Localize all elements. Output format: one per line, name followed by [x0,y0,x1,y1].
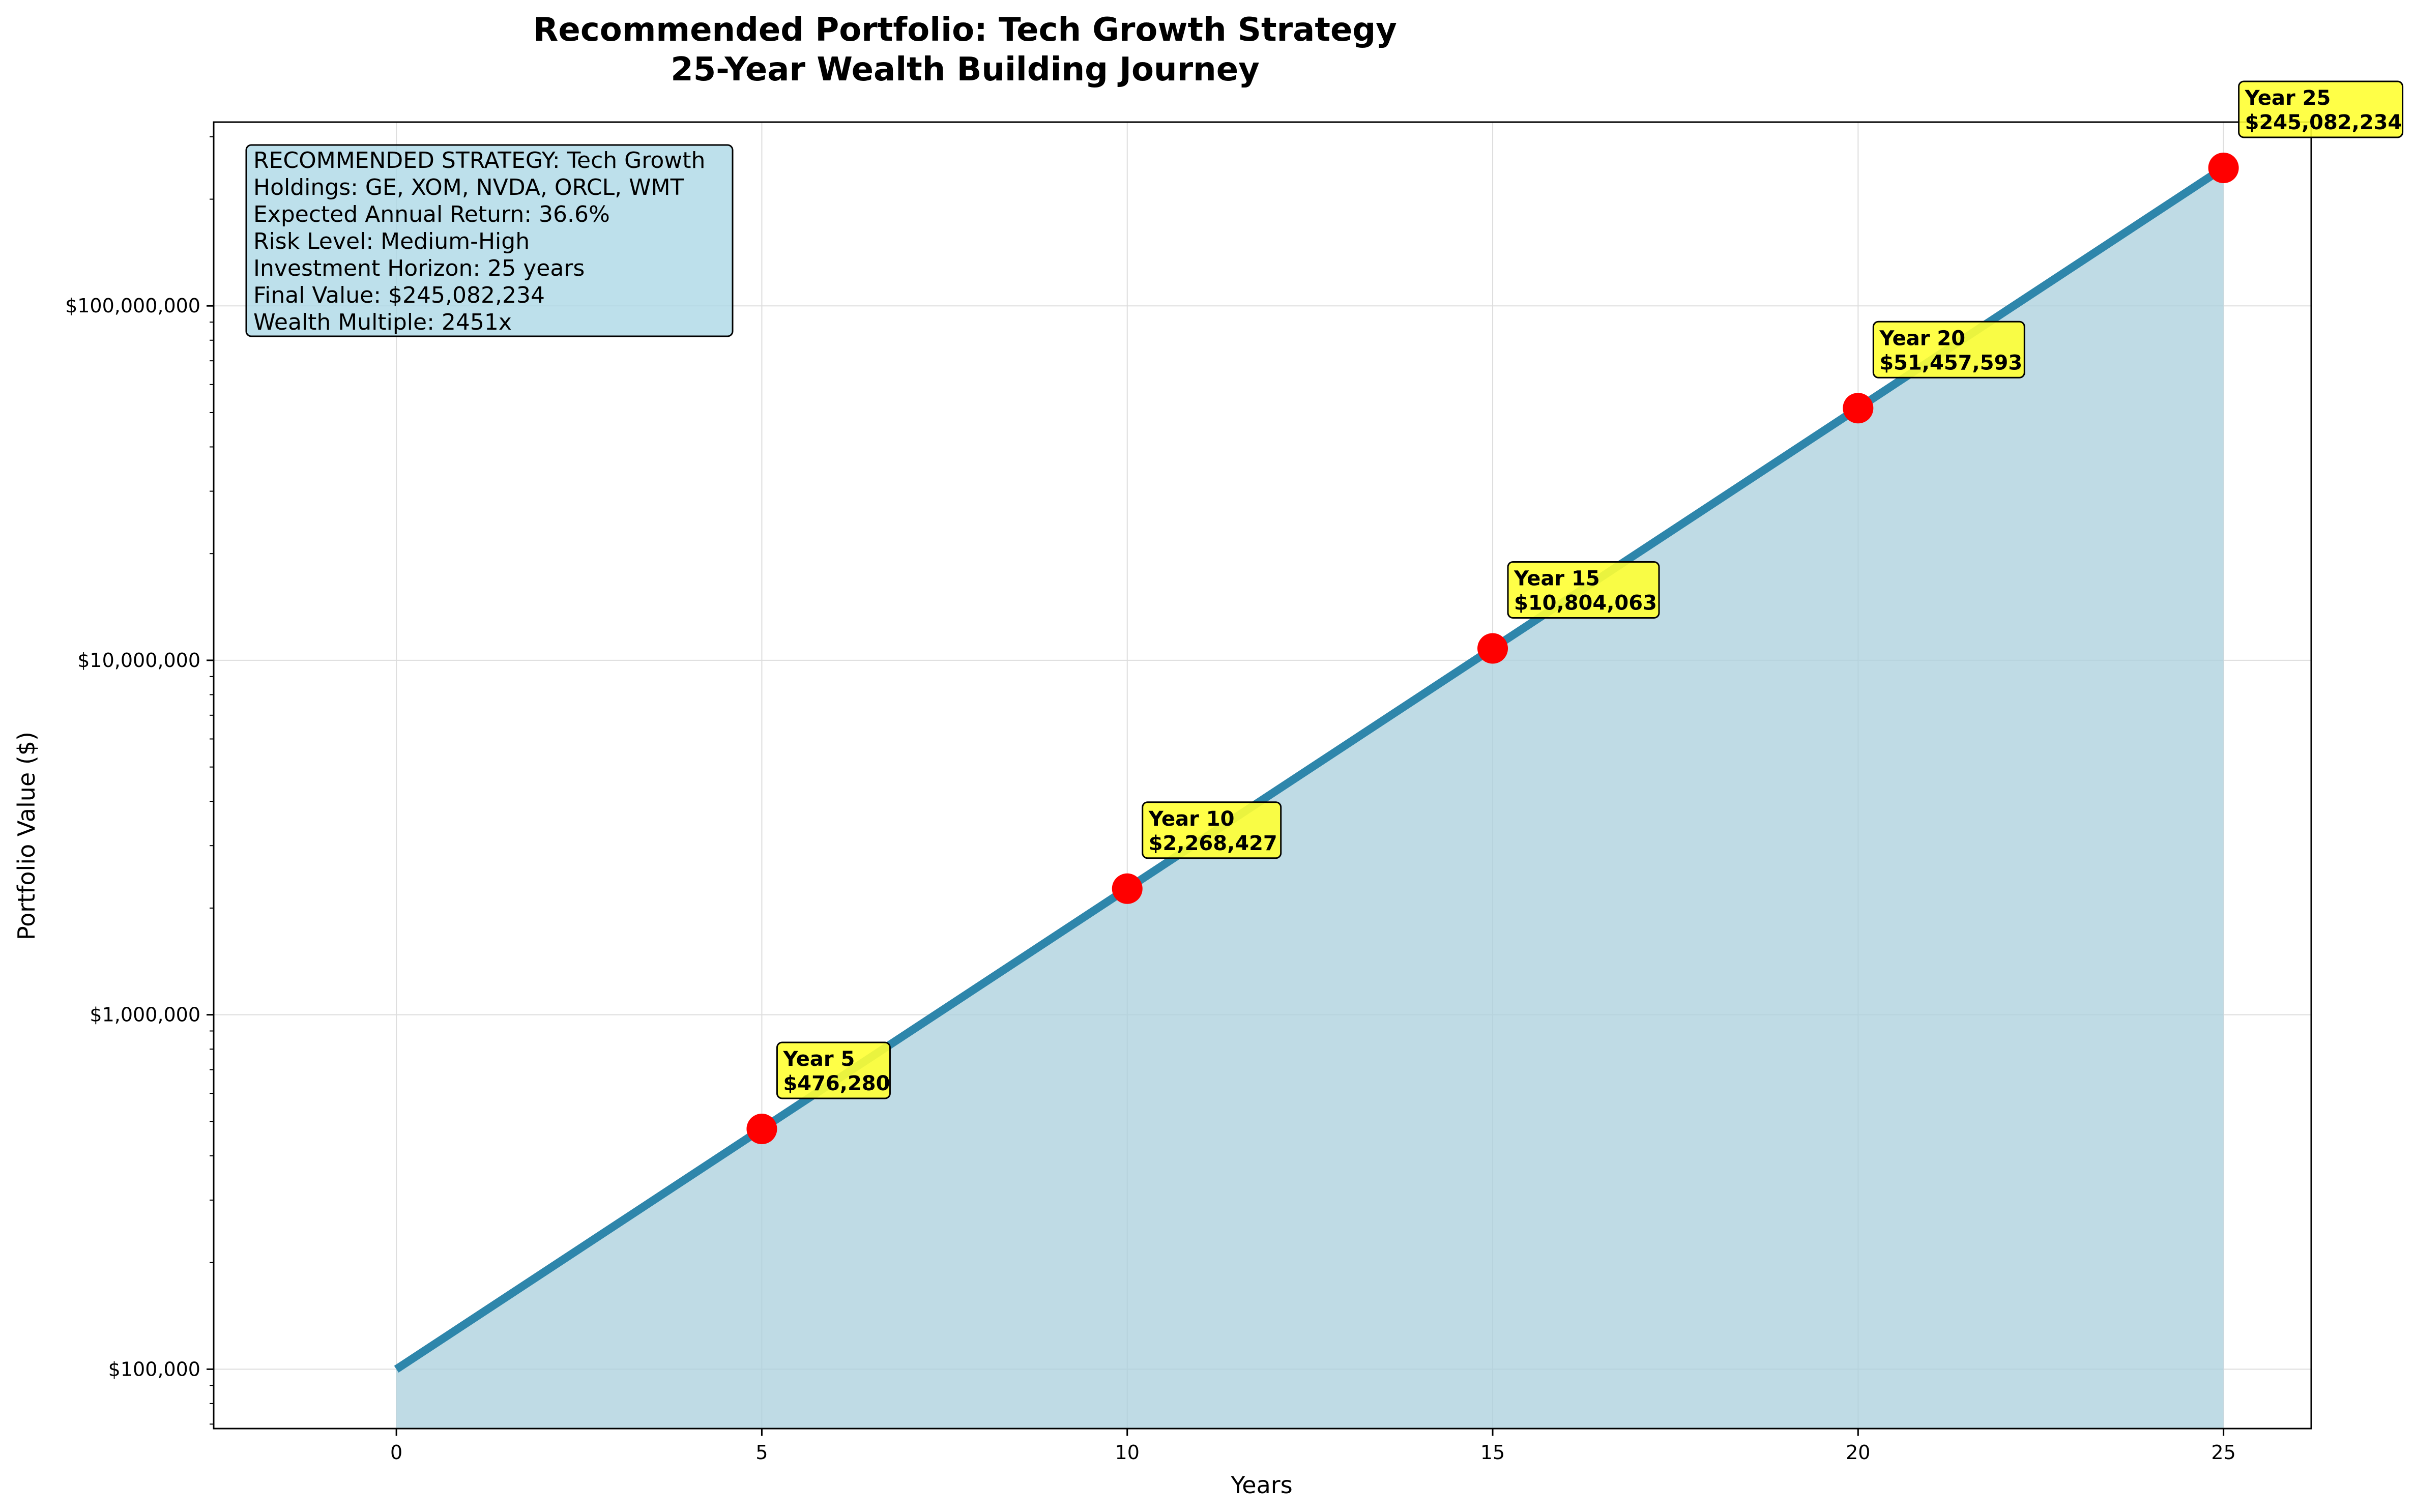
tick-labels: 0 5 10 15 20 25 $100,000 $1,000,000 $10,000,000 $… [65,295,2236,1464]
milestone-annotation-value: $245,082,234 [2245,111,2402,134]
axes [207,121,2312,1436]
y-tick-label: $1,000,000 [90,1004,200,1026]
milestone-annotation-box [1872,321,2025,379]
info-line: Holdings: GE, XOM, NVDA, ORCL, WMT [253,175,684,200]
milestone-marker [1477,633,1508,664]
chart-title: Recommended Portfolio: Tech Growth Strat… [533,11,1397,89]
area-fill [396,168,2224,1429]
strategy-info-box: RECOMMENDED STRATEGY: Tech Growth Holdin… [245,144,734,337]
milestone-annotation-box [1142,801,1282,859]
milestone-annotation-year: Year 5 [782,1048,855,1071]
milestone-annotation-year: Year 20 [1879,327,1965,350]
milestone-annotation-value: $2,268,427 [1149,832,1277,855]
y-axis-label: Portfolio Value ($) [13,732,40,940]
info-line: Investment Horizon: 25 years [253,255,585,281]
milestone-annotation-year: Year 25 [2245,86,2331,110]
milestone-annotation-value: $476,280 [783,1072,890,1095]
milestone-marker [1843,393,1874,424]
x-tick-label: 25 [2211,1441,2235,1464]
milestone-annotation-value: $51,457,593 [1879,351,2022,374]
area-fill-layer [396,168,2224,1429]
x-tick-label: 5 [755,1441,768,1464]
info-line: Risk Level: Medium-High [253,228,530,254]
milestone-marker [2208,153,2239,184]
chart-title-line-1: Recommended Portfolio: Tech Growth Strat… [533,11,1397,49]
milestone-marker [746,1114,777,1145]
milestone-annotation-box [2238,80,2404,138]
y-tick-label: $100,000 [108,1358,200,1380]
info-line: Expected Annual Return: 36.6% [253,201,610,227]
x-tick-label: 15 [1480,1441,1505,1464]
chart-title-line-2: 25-Year Wealth Building Journey [671,51,1260,89]
x-axis-label: Years [1230,1471,1292,1499]
milestone-marker [1112,873,1143,904]
info-box-background [245,144,734,337]
milestone-annotation-year: Year 10 [1148,807,1235,831]
milestone-marker-layer [746,153,2239,1145]
milestone-annotation-value: $10,804,063 [1514,592,1657,615]
info-line: RECOMMENDED STRATEGY: Tech Growth [253,148,705,173]
plot-frame [213,121,2312,1430]
y-tick-label: $100,000,000 [65,295,200,317]
milestone-annotation-box [1507,561,1660,619]
milestone-annotations: Year 5$476,280 Year 10$2,268,427 Year 15$1… [776,80,2404,1099]
milestone-annotation-year: Year 15 [1514,567,1600,591]
x-tick-label: 20 [1846,1441,1870,1464]
x-tick-label: 0 [390,1441,402,1464]
info-line: Final Value: $245,082,234 [253,282,545,308]
info-line: Wealth Multiple: 2451x [253,309,512,335]
x-tick-label: 10 [1115,1441,1140,1464]
y-tick-label: $10,000,000 [77,649,200,672]
milestone-annotation-box [776,1041,891,1099]
